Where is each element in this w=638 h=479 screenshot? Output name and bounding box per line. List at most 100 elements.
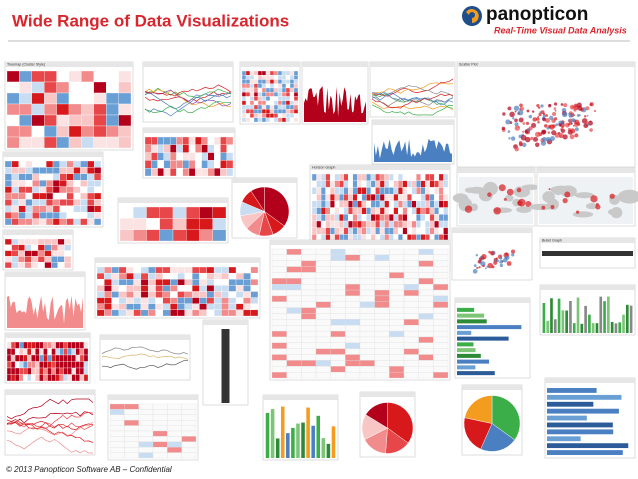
heat-cell [388,220,394,228]
bar [301,422,305,458]
heat-cell [416,207,421,215]
heat-cell [311,187,317,195]
heat-cell [35,367,40,375]
heat-cell [170,285,178,292]
table-cell [345,260,361,267]
heat-cell [221,303,229,311]
heat-cell [51,348,56,356]
heat-cell [67,354,72,362]
heat-cell [361,173,367,181]
heat-cell [339,193,344,202]
dot [536,103,540,108]
heat-cell [4,212,13,219]
heat-cell [57,244,65,251]
heat-cell [111,303,120,311]
table-cell [345,360,361,367]
heat-cell [249,117,255,123]
table-cell [315,278,331,285]
dot [589,103,593,106]
heat-cell [184,291,193,298]
heat-cell [334,193,340,202]
heat-cell [379,180,385,188]
table-cell [433,307,449,314]
heat-cell [106,70,119,83]
heat-cell [241,87,247,93]
heat-cell [39,160,47,168]
table-cell [433,360,449,367]
heat-cell [177,266,185,274]
heat-cell [407,207,412,215]
heat-cell [411,173,417,181]
heat-cell [201,160,209,169]
heat-cell [4,256,12,263]
table-cell [301,248,317,256]
heat-cell [6,341,12,349]
map-bubble [595,204,601,210]
heat-cell [56,136,70,149]
heat-cell [261,113,267,118]
table-cell [330,272,346,279]
table-cell [271,366,287,373]
heat-cell [289,87,295,93]
heat-cell [407,200,412,208]
heat-cell [146,229,160,242]
heat-cell [289,109,295,114]
heat-cell [57,262,65,269]
heat-cell [93,136,107,149]
thumbnail-titlebar [5,272,85,277]
heat-cell [339,187,344,195]
logo-tagline: Real-Time Visual Data Analysis [494,25,627,35]
heat-cell [80,205,88,213]
heat-cell [177,272,185,280]
table-cell [403,325,419,332]
heat-cell [111,297,120,304]
heat-cell [11,192,19,200]
heat-cell [10,354,16,362]
heat-cell [18,262,25,269]
heat-cell [170,266,178,274]
dot [502,112,506,116]
heat-cell [311,220,317,228]
heat-cell [402,200,408,208]
heat-cell [45,192,54,200]
heat-cell [213,279,222,286]
heat-cell [388,207,394,215]
table-cell [389,260,405,267]
heat-cell [6,81,20,94]
heat-cell [311,173,317,181]
table-cell [138,409,154,415]
heat-cell [352,173,358,181]
heat-cell [397,200,403,208]
table-cell [403,348,419,355]
table-cell [433,272,449,279]
heat-cell [52,160,61,168]
heat-cell [366,214,372,222]
table-cell [374,366,390,373]
heat-cell [87,186,95,194]
map-bubble [564,191,571,198]
heat-cell [249,104,255,110]
heat-cell [245,109,251,114]
heat-cell [144,136,152,145]
heat-cell [261,100,267,106]
heat-cell [31,361,36,369]
heat-cell [52,218,61,226]
heat-cell [285,79,291,84]
heat-cell [393,173,399,181]
thumbnail-title: Bullet Graph [542,239,562,243]
table-cell [418,366,434,373]
table-cell [345,319,361,326]
heat-cell [68,114,82,127]
table-cell [330,348,346,355]
thumbnail-titlebar [143,128,235,133]
heat-cell [11,262,19,269]
dot [522,122,526,125]
heat-cell [273,75,279,80]
heat-cell [6,354,12,362]
table-cell [315,307,331,314]
table-cell [286,319,302,326]
heat-cell [325,214,331,222]
heat-cell [339,220,344,228]
table-cell [301,342,317,349]
heat-cell [4,186,13,194]
